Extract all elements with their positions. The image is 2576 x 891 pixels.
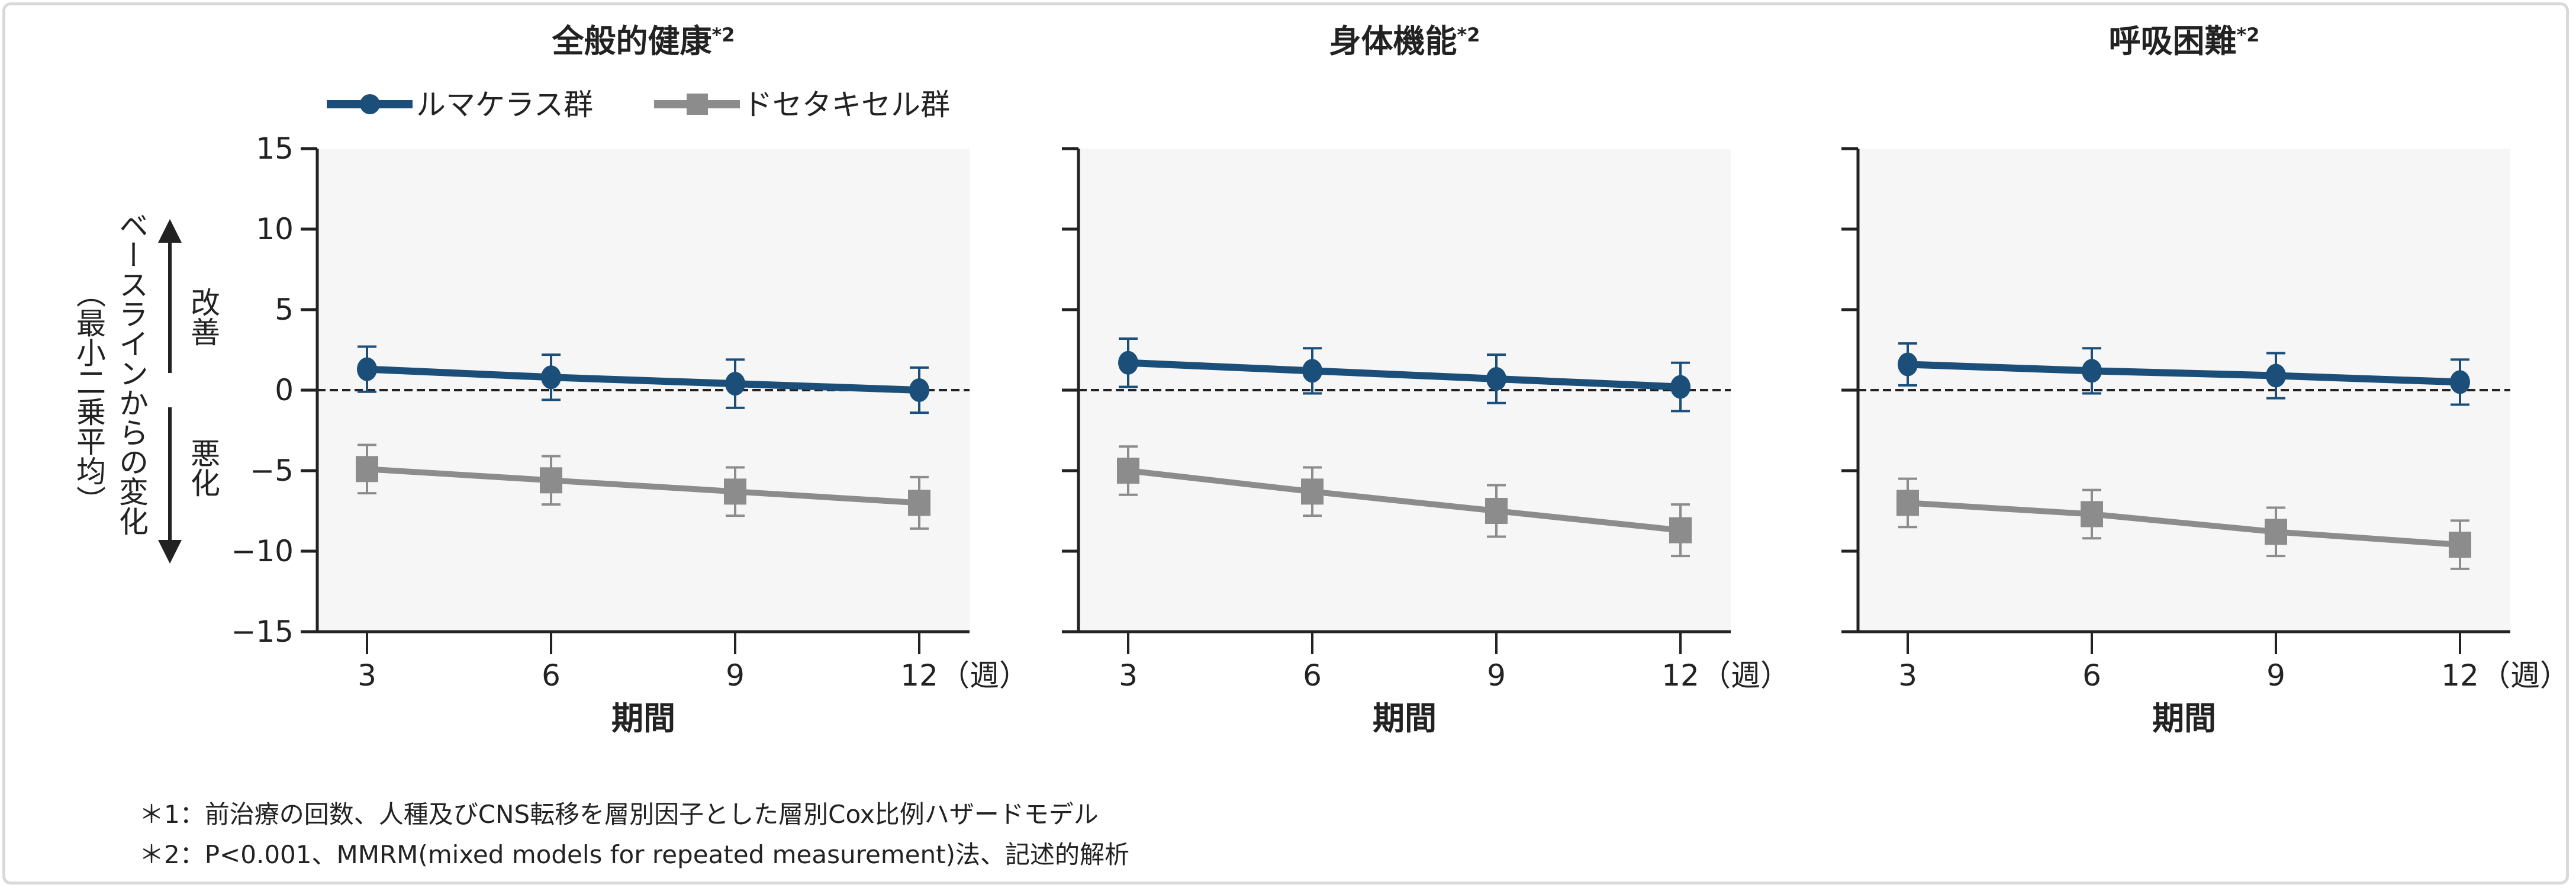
chart-title: 身体機能*2 bbox=[1329, 22, 1480, 60]
data-point bbox=[1485, 498, 1508, 524]
chart-title: 全般的健康*2 bbox=[552, 22, 735, 60]
chart-title: 呼吸困難*2 bbox=[2109, 22, 2260, 60]
data-point bbox=[540, 467, 562, 494]
y-axis-label-sub: （最小二乗平均） bbox=[72, 278, 106, 515]
series-lumakras bbox=[1898, 342, 2470, 406]
legend-marker-circle bbox=[360, 94, 380, 114]
x-unit-label: （週） bbox=[1701, 658, 1790, 693]
series-lumakras bbox=[357, 345, 929, 414]
data-point bbox=[2081, 501, 2103, 527]
y-tick-label: −10 bbox=[231, 534, 294, 568]
series-line bbox=[1128, 468, 1681, 533]
x-tick-label: 3 bbox=[358, 658, 376, 693]
data-point bbox=[1117, 458, 1139, 484]
series-line bbox=[1907, 361, 2461, 386]
chart-panel-3: 呼吸困難*2 3 6 9 12 （週） 期間 bbox=[1841, 22, 2569, 737]
legend-label-lumakras: ルマケラス群 bbox=[416, 88, 593, 122]
series-lumakras bbox=[1118, 337, 1690, 413]
x-tick-label: 3 bbox=[1119, 658, 1138, 693]
series-line bbox=[1907, 500, 2461, 548]
data-point bbox=[1896, 490, 1919, 516]
series-docetaxel bbox=[1117, 445, 1692, 558]
x-tick-label: 6 bbox=[1303, 658, 1322, 693]
data-point bbox=[2082, 359, 2102, 383]
legend-marker-square bbox=[687, 94, 708, 115]
data-point bbox=[2265, 519, 2287, 545]
y-tick-label: 0 bbox=[275, 373, 294, 407]
data-point bbox=[2449, 532, 2471, 558]
x-axis-title: 期間 bbox=[2152, 700, 2216, 737]
legend: ルマケラス群 ドセタキセル群 bbox=[327, 88, 950, 122]
x-axis-title: 期間 bbox=[1373, 700, 1437, 737]
arrow-down-icon bbox=[158, 540, 182, 564]
arrow-up-icon bbox=[158, 219, 182, 243]
x-unit-label: （週） bbox=[940, 658, 1029, 693]
data-point bbox=[724, 478, 746, 505]
legend-label-docetaxel: ドセタキセル群 bbox=[743, 88, 950, 122]
data-point bbox=[2450, 370, 2470, 394]
series-docetaxel bbox=[1896, 477, 2471, 570]
data-point bbox=[1898, 352, 1918, 377]
series-line bbox=[366, 365, 920, 394]
data-point bbox=[1669, 517, 1692, 543]
x-tick-label: 3 bbox=[1898, 658, 1917, 693]
series-line bbox=[366, 466, 920, 506]
data-point bbox=[1486, 366, 1506, 391]
data-point bbox=[356, 456, 378, 483]
x-tick-label: 9 bbox=[1487, 658, 1506, 693]
y-tick-label: 15 bbox=[256, 131, 294, 166]
x-tick-label: 6 bbox=[542, 658, 561, 693]
data-point bbox=[908, 490, 930, 516]
data-point bbox=[357, 357, 377, 381]
y-axis-label: ベースラインからの変化 （最小二乗平均） 改善 悪化 bbox=[72, 210, 220, 564]
data-point bbox=[1302, 359, 1322, 383]
x-tick-label: 12 bbox=[900, 658, 938, 693]
data-point bbox=[2266, 364, 2286, 388]
series-line bbox=[1128, 359, 1681, 391]
chart-panel-1: 全般的健康*2 15 10 5 0 −5 −10 −15 3 6 9 12 （週） 期間 bbox=[231, 22, 1029, 737]
worsen-label: 悪化 bbox=[186, 438, 220, 497]
data-point bbox=[909, 378, 929, 402]
y-tick-label: −15 bbox=[231, 615, 294, 649]
x-tick-label: 6 bbox=[2082, 658, 2101, 693]
x-unit-label: （週） bbox=[2481, 658, 2569, 693]
series-docetaxel bbox=[356, 443, 930, 530]
y-tick-label: 5 bbox=[275, 292, 294, 327]
improve-label: 改善 bbox=[186, 287, 220, 346]
y-axis-label-main: ベースラインからの変化 bbox=[114, 210, 149, 536]
footnote-2: ＊2：P<0.001、MMRM(mixed models for repeate… bbox=[139, 840, 1129, 869]
x-tick-label: 12 bbox=[1661, 658, 1699, 693]
x-tick-label: 12 bbox=[2441, 658, 2479, 693]
data-point bbox=[541, 365, 561, 390]
data-point bbox=[1118, 350, 1138, 375]
x-tick-label: 9 bbox=[2266, 658, 2285, 693]
x-axis-title: 期間 bbox=[611, 700, 675, 737]
chart-panel-2: 身体機能*2 3 6 9 12 （週） 期間 bbox=[1062, 22, 1790, 737]
footnote-1: ＊1：前治療の回数、人種及びCNS転移を層別因子とした層別Cox比例ハザードモデ… bbox=[139, 800, 1099, 829]
data-point bbox=[725, 372, 745, 396]
x-tick-label: 9 bbox=[726, 658, 745, 693]
data-point bbox=[1301, 478, 1324, 505]
data-point bbox=[1670, 375, 1690, 399]
y-tick-label: 10 bbox=[256, 212, 294, 246]
y-tick-label: −5 bbox=[250, 453, 294, 488]
